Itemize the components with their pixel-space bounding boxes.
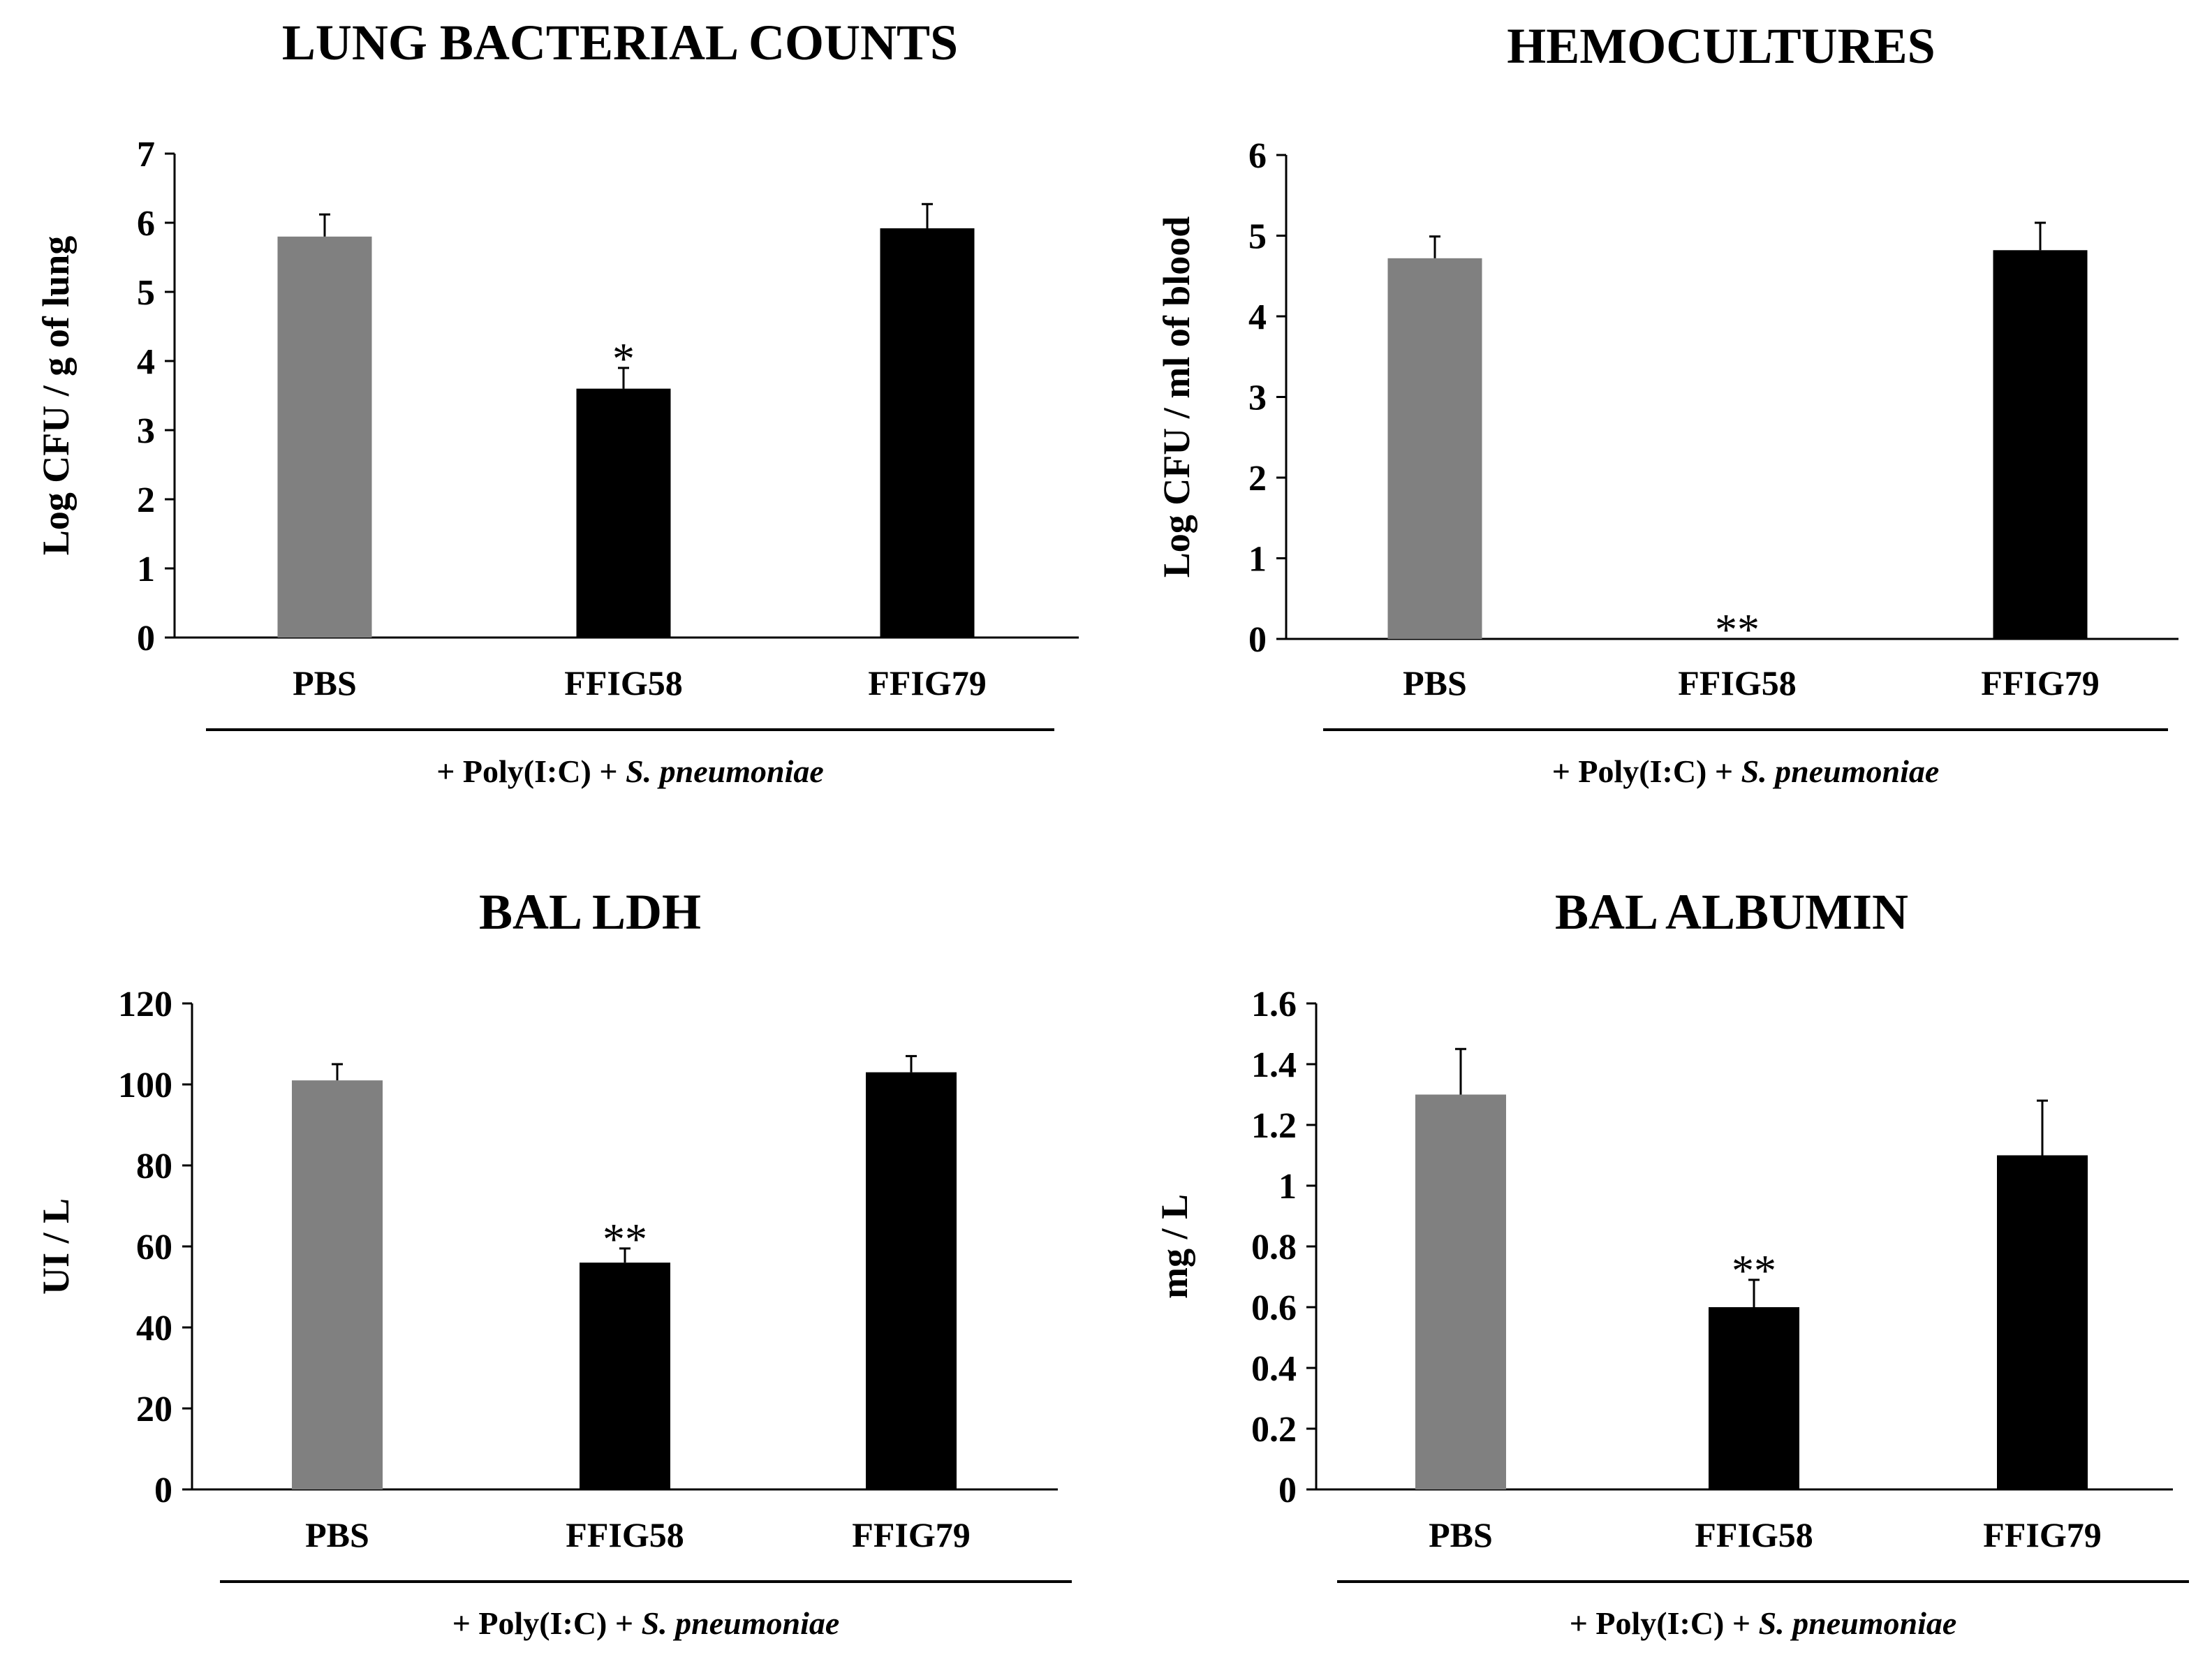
category-label-pbs: PBS: [1429, 1515, 1493, 1554]
y-tick-label: 2: [137, 480, 155, 520]
treatment-label: + Poly(I:C) + S. pneumoniae: [1570, 1605, 1957, 1641]
y-tick-label: 4: [137, 342, 155, 382]
significance-marker: **: [603, 1214, 647, 1264]
category-label-ffig79: FFIG79: [1981, 663, 2099, 702]
y-tick-label: 60: [136, 1228, 172, 1267]
y-axis-label: UI / L: [35, 1198, 77, 1295]
y-axis-label: mg / L: [1153, 1194, 1195, 1299]
y-tick-label: 0.8: [1251, 1228, 1297, 1267]
y-tick-label: 2: [1248, 459, 1267, 499]
y-tick-label: 0.6: [1251, 1288, 1297, 1328]
y-tick-label: 0: [137, 619, 155, 658]
category-label-ffig58: FFIG58: [1678, 663, 1796, 702]
treatment-organism: S. pneumoniae: [1741, 753, 1940, 789]
y-tick-label: 20: [136, 1390, 172, 1429]
y-tick-label: 80: [136, 1147, 172, 1186]
bar-pbs: [1387, 258, 1482, 640]
y-tick-label: 1: [1248, 540, 1267, 580]
y-tick-label: 40: [136, 1309, 172, 1348]
treatment-label: + Poly(I:C) + S. pneumoniae: [1552, 753, 1940, 789]
y-tick-label: 100: [118, 1066, 172, 1105]
treatment-organism: S. pneumoniae: [626, 753, 824, 789]
chart-panel-4: BAL ALBUMIN mg / L 0 0.2 0.4 0.6 0.8 1 1.2 1.4 1.6…: [1153, 884, 2189, 1641]
bar-pbs: [277, 236, 372, 638]
y-tick-label: 5: [137, 273, 155, 313]
y-tick-label: 5: [1248, 217, 1267, 257]
bar-ffig79: [866, 1072, 957, 1489]
category-label-ffig58: FFIG58: [1695, 1515, 1813, 1554]
y-axis-label: Log CFU / ml of blood: [1156, 216, 1197, 578]
category-label-ffig58: FFIG58: [564, 663, 682, 702]
y-tick-label: 0: [1278, 1471, 1297, 1510]
significance-marker: **: [1715, 605, 1760, 654]
chart-title: BAL LDH: [479, 884, 701, 940]
chart-title: HEMOCULTURES: [1507, 18, 1935, 74]
category-label-pbs: PBS: [1403, 663, 1467, 702]
y-tick-label: 0.4: [1251, 1349, 1297, 1389]
bar-ffig79: [1993, 250, 2088, 639]
y-tick-label: 120: [118, 985, 172, 1024]
bar-ffig58: [580, 1262, 670, 1489]
y-tick-label: 6: [1248, 136, 1267, 176]
y-axis-label: Log CFU / g of lung: [35, 236, 77, 556]
y-tick-label: 3: [137, 411, 155, 451]
category-label-pbs: PBS: [293, 663, 357, 702]
y-tick-label: 1: [137, 550, 155, 589]
chart-panel-1: LUNG BACTERIAL COUNTS Log CFU / g of lung…: [35, 15, 1079, 789]
y-tick-label: 4: [1248, 297, 1267, 337]
y-tick-label: 1.6: [1251, 985, 1297, 1024]
y-tick-label: 6: [137, 204, 155, 244]
significance-marker: *: [612, 334, 635, 383]
category-label-ffig79: FFIG79: [1983, 1515, 2101, 1554]
treatment-organism: S. pneumoniae: [642, 1605, 840, 1641]
category-label-ffig79: FFIG79: [868, 663, 986, 702]
category-label-pbs: PBS: [305, 1515, 369, 1554]
bar-pbs: [1415, 1094, 1506, 1489]
y-tick-label: 1.2: [1251, 1106, 1297, 1146]
chart-title: BAL ALBUMIN: [1555, 884, 1908, 940]
treatment-organism: S. pneumoniae: [1759, 1605, 1957, 1641]
y-tick-label: 0: [1248, 620, 1267, 660]
chart-panel-3: BAL LDH UI / L 0 20 40 60 80 100 120 PBS ** FFIG58 F…: [35, 884, 1072, 1641]
bar-ffig58: [576, 388, 671, 638]
y-tick-label: 3: [1248, 378, 1267, 418]
bar-ffig58: [1709, 1307, 1799, 1489]
y-tick-label: 0: [154, 1471, 172, 1510]
treatment-prefix: + Poly(I:C) +: [436, 753, 626, 789]
treatment-prefix: + Poly(I:C) +: [1570, 1605, 1759, 1641]
chart-panel-2: HEMOCULTURES Log CFU / ml of blood 0 1 2 3 4 5 6…: [1156, 18, 2178, 789]
chart-title: LUNG BACTERIAL COUNTS: [282, 15, 958, 71]
treatment-prefix: + Poly(I:C) +: [452, 1605, 642, 1641]
y-tick-label: 7: [137, 135, 155, 175]
treatment-prefix: + Poly(I:C) +: [1552, 753, 1741, 789]
category-label-ffig58: FFIG58: [566, 1515, 684, 1554]
bar-ffig79: [880, 228, 975, 638]
treatment-label: + Poly(I:C) + S. pneumoniae: [452, 1605, 840, 1641]
y-tick-label: 1.4: [1251, 1045, 1297, 1085]
treatment-label: + Poly(I:C) + S. pneumoniae: [436, 753, 824, 789]
category-label-ffig79: FFIG79: [852, 1515, 970, 1554]
bar-pbs: [292, 1080, 383, 1489]
y-tick-label: 1: [1278, 1167, 1297, 1207]
significance-marker: **: [1732, 1246, 1776, 1295]
bar-ffig79: [1997, 1155, 2088, 1489]
y-tick-label: 0.2: [1251, 1410, 1297, 1450]
